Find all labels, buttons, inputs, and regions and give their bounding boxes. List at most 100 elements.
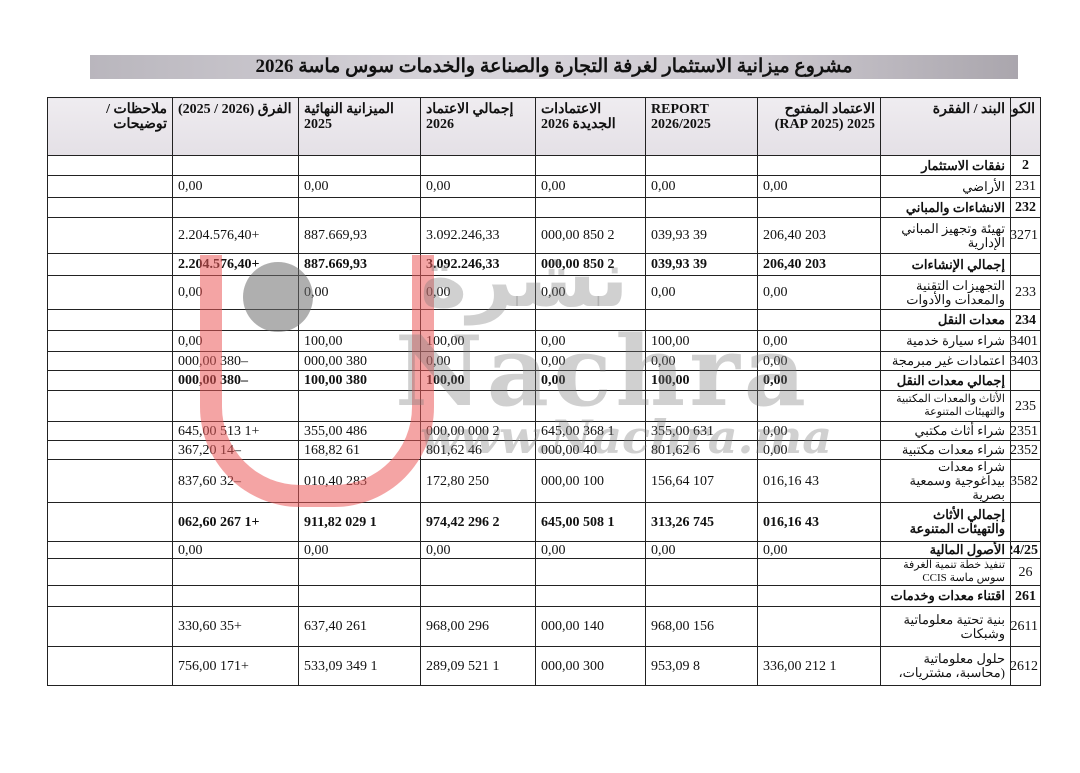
cell-notes: [47, 502, 173, 542]
cell-rap: 0,00: [757, 421, 881, 441]
cell-total: 3.092.246,33: [420, 217, 536, 254]
cell-item: حلول معلوماتية (محاسبة، مشتريات،: [880, 646, 1011, 686]
cell-new: 0,00: [535, 175, 646, 198]
cell-report: 107 156,64: [645, 459, 758, 503]
document-title: مشروع ميزانية الاستثمار لغرفة التجارة وا…: [90, 55, 1018, 79]
cell-notes: [47, 175, 173, 198]
cell-final: [298, 155, 421, 176]
header-row: الكود البند / الفقرة الاعتماد المفتوح 20…: [47, 97, 1041, 156]
cell-notes: [47, 330, 173, 352]
cell-code: 234: [1010, 309, 1041, 331]
cell-final: 0,00: [298, 275, 421, 310]
cell-total: 100,00: [420, 370, 536, 391]
cell-notes: [47, 421, 173, 441]
cell-code: 23403: [1010, 351, 1041, 371]
cell-report: 39 039,93: [645, 253, 758, 276]
cell-new: 2 850 000,00: [535, 253, 646, 276]
cell-total: 0,00: [420, 275, 536, 310]
cell-final: 887.669,93: [298, 217, 421, 254]
cell-total: 0,00: [420, 541, 536, 559]
table-row: إجمالي الإنشاءات 203 206,40 39 039,93 2 850…: [47, 253, 1041, 276]
cell-final: 380 000,00: [298, 351, 421, 371]
cell-diff: –380 000,00: [172, 351, 299, 371]
cell-item: اعتمادات غير مبرمجة: [880, 351, 1011, 371]
table-row: إجمالي الأثاث والتهيئات المتنوعة 43 016,1…: [47, 502, 1041, 542]
cell-total: [420, 197, 536, 218]
cell-notes: [47, 217, 173, 254]
cell-code: 232: [1010, 197, 1041, 218]
cell-report: [645, 197, 758, 218]
table-row: 2612 حلول معلوماتية (محاسبة، مشتريات، 1 21…: [47, 646, 1041, 686]
cell-diff: 0,00: [172, 175, 299, 198]
cell-final: [298, 558, 421, 586]
cell-code: 26: [1010, 558, 1041, 586]
cell-new: 1 508 645,00: [535, 502, 646, 542]
cell-diff: –380 000,00: [172, 370, 299, 391]
header-rap: الاعتماد المفتوح 2025 (RAP 2025): [757, 97, 881, 156]
cell-report: 8 953,09: [645, 646, 758, 686]
cell-final: [298, 585, 421, 607]
cell-item: شراء معدات بيداغوجية وسمعية بصرية: [880, 459, 1011, 503]
header-code: الكود: [1010, 97, 1041, 156]
cell-report: 0,00: [645, 275, 758, 310]
cell-total: 2 296 974,42: [420, 502, 536, 542]
cell-item: التجهيزات التقنية والمعدات والأدوات: [880, 275, 1011, 310]
cell-new: [535, 390, 646, 422]
cell-rap: 1 212 336,00: [757, 646, 881, 686]
cell-report: [645, 390, 758, 422]
cell-rap: 0,00: [757, 175, 881, 198]
cell-item: بنية تحتية معلوماتية وشبكات: [880, 606, 1011, 647]
cell-diff: –32 837,60: [172, 459, 299, 503]
header-diff: الفرق (2026 / 2025): [172, 97, 299, 156]
cell-total: [420, 309, 536, 331]
table-row: 2611 بنية تحتية معلوماتية وشبكات 156 968,0…: [47, 606, 1041, 647]
cell-total: 296 968,00: [420, 606, 536, 647]
cell-item: نفقات الاستثمار: [880, 155, 1011, 176]
cell-total: 46 801,62: [420, 440, 536, 460]
table-row: 2 نفقات الاستثمار: [47, 155, 1041, 176]
cell-rap: 43 016,16: [757, 459, 881, 503]
cell-rap: 0,00: [757, 440, 881, 460]
cell-final: 61 168,82: [298, 440, 421, 460]
cell-new: 1 368 645,00: [535, 421, 646, 441]
cell-total: 0,00: [420, 175, 536, 198]
cell-rap: 0,00: [757, 370, 881, 391]
cell-item: تهيئة وتجهيز المباني الإدارية: [880, 217, 1011, 254]
cell-notes: [47, 197, 173, 218]
cell-rap: [757, 155, 881, 176]
cell-report: [645, 558, 758, 586]
cell-notes: [47, 155, 173, 176]
cell-code: 23271: [1010, 217, 1041, 254]
header-total: إجمالي الاعتماد 2026: [420, 97, 536, 156]
cell-item: شراء أثاث مكتبي: [880, 421, 1011, 441]
cell-rap: [757, 606, 881, 647]
cell-final: 0,00: [298, 541, 421, 559]
cell-diff: +171 756,00: [172, 646, 299, 686]
header-item: البند / الفقرة: [880, 97, 1011, 156]
cell-notes: [47, 390, 173, 422]
cell-new: 0,00: [535, 351, 646, 371]
cell-rap: 0,00: [757, 351, 881, 371]
cell-code: 2611: [1010, 606, 1041, 647]
cell-total: 250 172,80: [420, 459, 536, 503]
cell-code: 23582: [1010, 459, 1041, 503]
cell-rap: [757, 390, 881, 422]
cell-new: 0,00: [535, 370, 646, 391]
cell-item: الأراضي: [880, 175, 1011, 198]
cell-code: 2352: [1010, 440, 1041, 460]
table-row: 23401شراء سيارة خدمية0,00100,000,00100,0…: [47, 330, 1041, 352]
cell-item: إجمالي الأثاث والتهيئات المتنوعة: [880, 502, 1011, 542]
cell-report: [645, 585, 758, 607]
cell-rap: [757, 309, 881, 331]
cell-rap: 203 206,40: [757, 253, 881, 276]
cell-report: [645, 309, 758, 331]
table-row: 231 الأراضي 0,00 0,00 0,00 0,00 0,00 0,00: [47, 175, 1041, 198]
cell-code: 24/25: [1010, 541, 1041, 559]
table-row: 2352 شراء معدات مكتبية 0,00 6 801,62 40 000,…: [47, 440, 1041, 460]
cell-total: 2 000 000,00: [420, 421, 536, 441]
cell-diff: [172, 585, 299, 607]
cell-rap: 0,00: [757, 330, 881, 352]
cell-rap: [757, 558, 881, 586]
cell-final: 1 029 911,82: [298, 502, 421, 542]
